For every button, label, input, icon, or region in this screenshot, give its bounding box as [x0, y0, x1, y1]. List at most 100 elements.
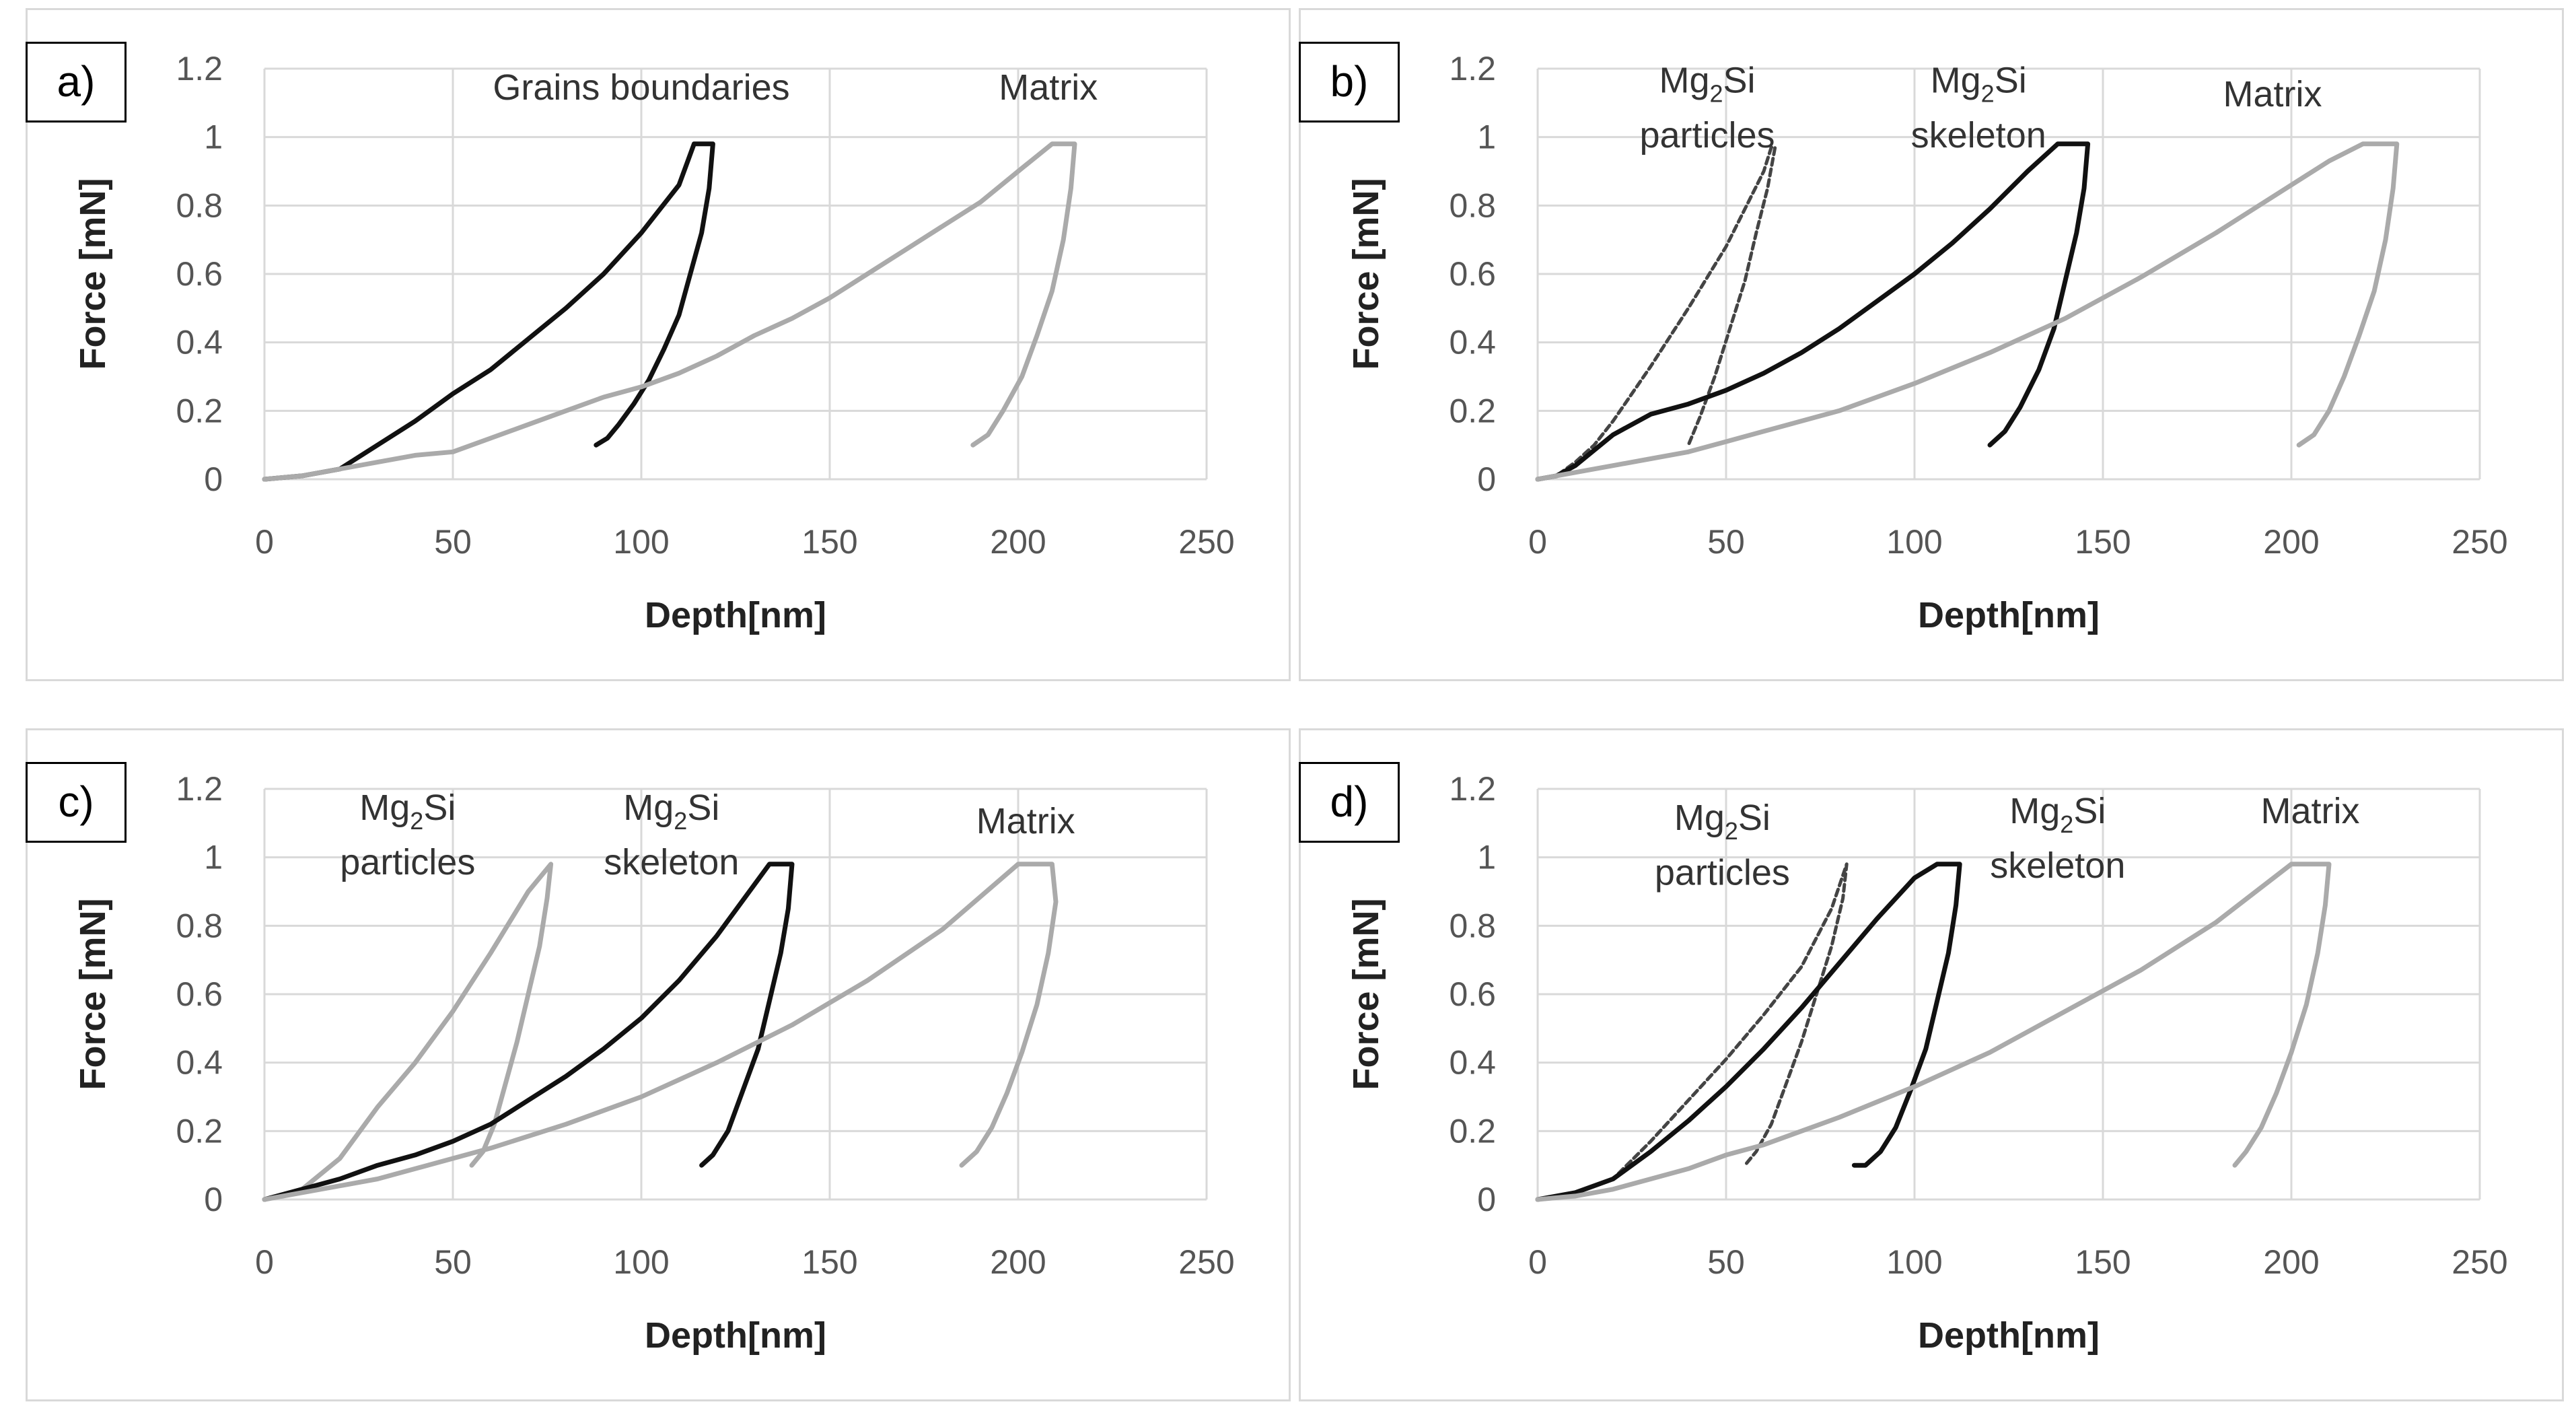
annotation-label: Matrix	[976, 801, 1075, 841]
annotation-label: Mg2Si	[1931, 61, 2027, 108]
y-tick-label: 0.4	[1449, 1044, 1496, 1082]
plot-area: 0 0.2 0.4 0.6 0.8 1 1.2 0 50 100 150 200 250 Depth[nm…	[1346, 770, 2508, 1356]
x-tick-label: 150	[801, 523, 857, 561]
x-tick-label: 0	[255, 523, 274, 561]
y-tick-label: 1.2	[1449, 50, 1496, 88]
gridlines	[263, 788, 1208, 1201]
annotation-label: particles	[340, 842, 475, 882]
annotation-subscript: 2	[2060, 810, 2073, 838]
y-tick-label: 0.4	[1449, 324, 1496, 361]
chart-panel-b: b) 0 0.2 0.4 0.6 0.8 1 1.2 0 50 100 150 200 250 Depth…	[1299, 8, 2564, 681]
x-tick-label: 50	[1707, 1243, 1745, 1281]
x-tick-label: 150	[2075, 523, 2131, 561]
annotation-label: Matrix	[2223, 74, 2322, 114]
y-tick-label: 0.8	[176, 907, 223, 944]
annotation-part: Mg	[623, 788, 674, 828]
x-tick-label: 200	[2263, 1243, 2319, 1281]
y-tick-label: 0.8	[1449, 186, 1496, 224]
y-tick-label: 0.6	[176, 255, 223, 293]
y-axis-label: Force [mN]	[1346, 178, 1386, 370]
y-tick-label: 0.2	[1449, 1112, 1496, 1150]
y-tick-label: 1.2	[176, 50, 223, 88]
annotation-part: Si	[1738, 798, 1770, 838]
annotation-subscript: 2	[410, 807, 423, 835]
y-tick-label: 1	[204, 118, 223, 156]
y-tick-label: 0.2	[1449, 392, 1496, 429]
panel-label: b)	[1299, 42, 1400, 123]
annotation-label: Mg2Si	[1674, 798, 1770, 845]
annotation-label: skeleton	[1990, 845, 2125, 886]
x-axis-label: Depth[nm]	[1918, 1315, 2100, 1356]
panel-frame	[1299, 8, 2564, 681]
y-tick-label: 0	[1477, 460, 1496, 498]
annotation-label: Mg2Si	[1659, 61, 1755, 108]
annotation-subscript: 2	[1725, 817, 1738, 845]
annotation-part: Si	[1995, 61, 2027, 101]
x-tick-label: 250	[1178, 523, 1234, 561]
x-axis-label: Depth[nm]	[645, 1315, 826, 1356]
series-line-matrix	[1535, 141, 2400, 482]
panel-frame	[26, 8, 1291, 681]
y-tick-label: 0	[204, 1181, 223, 1218]
annotation-part: Si	[423, 788, 456, 828]
y-axis-label: Force [mN]	[1346, 898, 1386, 1090]
annotation-part: Mg	[1674, 798, 1725, 838]
y-tick-label: 1	[1477, 839, 1496, 876]
annotation-label: Mg2Si	[359, 788, 456, 835]
y-tick-label: 0.6	[1449, 255, 1496, 293]
gridlines	[263, 67, 1208, 481]
x-tick-label: 100	[1886, 1243, 1942, 1281]
series-line-mg2si-skeleton	[1535, 141, 2091, 482]
annotation-label: Matrix	[2261, 791, 2360, 831]
annotation-part: Mg	[1931, 61, 1981, 101]
x-tick-label: 200	[990, 523, 1046, 561]
panel-label: d)	[1299, 762, 1400, 843]
annotation-label: Mg2Si	[623, 788, 719, 835]
y-tick-label: 1	[1477, 118, 1496, 156]
plot-area: 0 0.2 0.4 0.6 0.8 1 1.2 0 50 100 150 200 250 Depth[nm…	[1346, 50, 2508, 635]
x-tick-label: 100	[613, 1243, 669, 1281]
series-line-mg2si-particles	[1536, 145, 1777, 481]
annotation-part: Si	[687, 788, 719, 828]
series-line-matrix	[262, 862, 1059, 1202]
y-tick-label: 0.6	[176, 975, 223, 1013]
x-tick-label: 250	[2452, 523, 2507, 561]
panel-label: a)	[26, 42, 127, 123]
x-tick-label: 100	[1886, 523, 1942, 561]
series-line-matrix	[1535, 862, 2332, 1202]
y-tick-label: 1	[204, 839, 223, 876]
x-tick-label: 50	[434, 523, 472, 561]
annotation-part: Si	[2073, 791, 2106, 831]
annotation-label: particles	[1639, 115, 1775, 155]
y-tick-label: 0.8	[1449, 907, 1496, 944]
y-tick-label: 0.8	[176, 186, 223, 224]
annotation-subscript: 2	[674, 807, 687, 835]
x-tick-label: 200	[2263, 523, 2319, 561]
annotation-label: skeleton	[1911, 115, 2046, 155]
y-tick-label: 0.6	[1449, 975, 1496, 1013]
x-tick-label: 250	[2452, 1243, 2507, 1281]
y-tick-label: 0.4	[176, 1044, 223, 1082]
panel-frame	[26, 728, 1291, 1401]
series-line-mg2si-skeleton	[262, 862, 795, 1202]
plot-area: 0 0.2 0.4 0.6 0.8 1 1.2 0 50 100 150 200 250 Depth[nm…	[73, 770, 1235, 1356]
annotation-label: particles	[1655, 852, 1790, 893]
x-tick-label: 0	[1528, 1243, 1547, 1281]
series-line-matrix	[262, 141, 1077, 482]
annotation-part: Mg	[1659, 61, 1709, 101]
x-tick-label: 50	[434, 1243, 472, 1281]
annotation-label: Mg2Si	[2009, 791, 2106, 838]
panel-label: c)	[26, 762, 127, 843]
annotation-part: Si	[1723, 61, 1756, 101]
annotation-subscript: 2	[1709, 80, 1723, 108]
series-line-mg2si-particles	[262, 862, 554, 1202]
panel-frame	[1299, 728, 2564, 1401]
x-tick-label: 100	[613, 523, 669, 561]
plot-area: 0 0.2 0.4 0.6 0.8 1 1.2 0 50 100 150 200 250 Depth[nm…	[73, 50, 1235, 635]
y-axis-label: Force [mN]	[73, 178, 113, 370]
y-tick-label: 0.4	[176, 324, 223, 361]
annotation-part: Mg	[359, 788, 410, 828]
y-tick-label: 0.2	[176, 392, 223, 429]
series-line-grains-boundaries	[262, 141, 715, 482]
x-tick-label: 250	[1178, 1243, 1234, 1281]
